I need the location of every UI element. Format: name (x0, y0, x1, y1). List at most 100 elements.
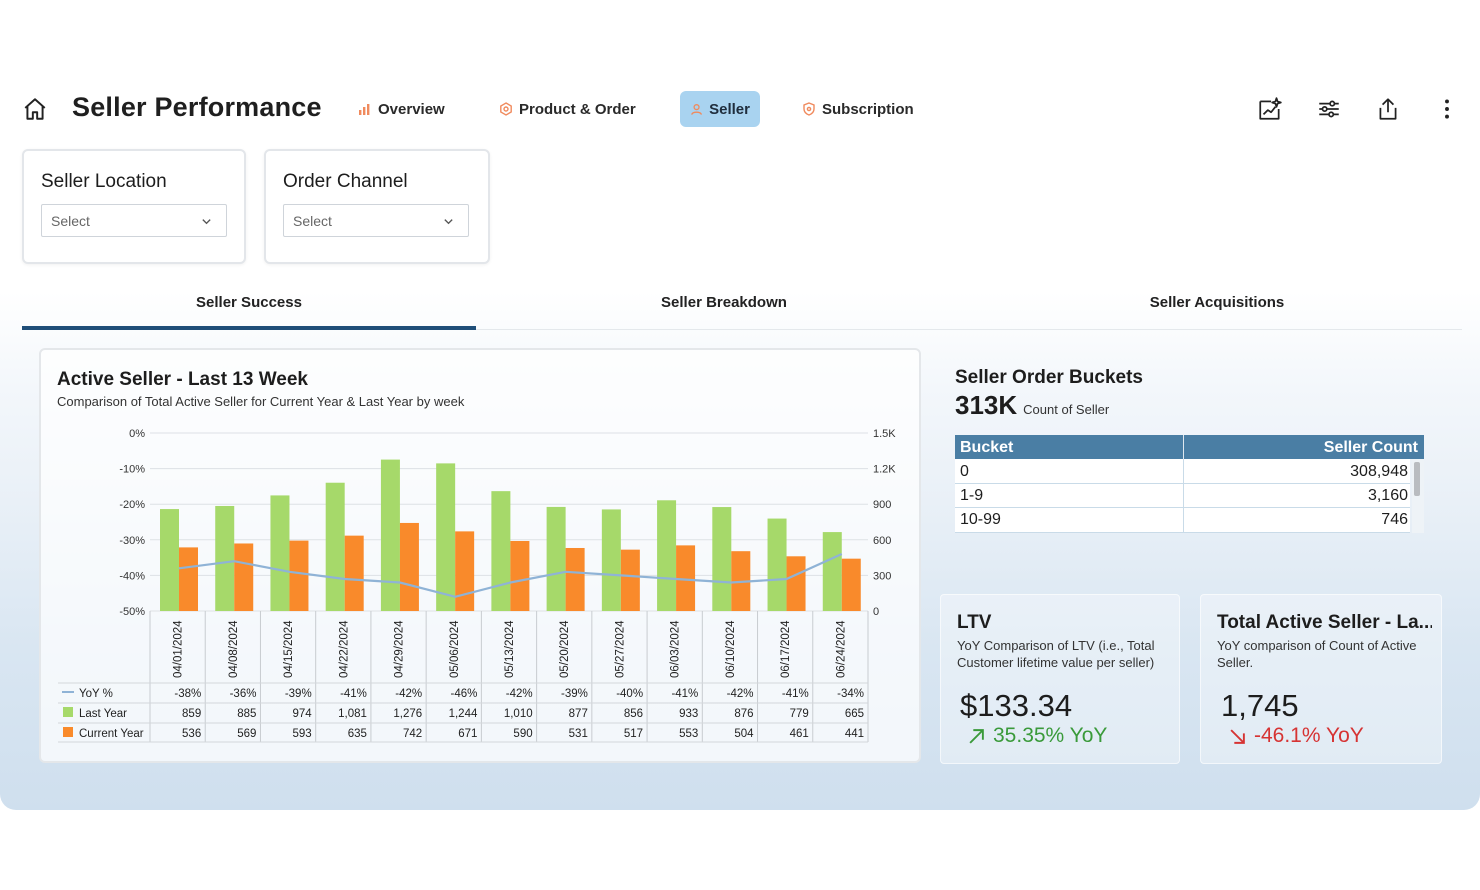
x-tick-label: 05/06/2024 (449, 620, 461, 678)
ltv-value: $133.34 (960, 688, 1073, 723)
bar-last-year (601, 509, 621, 611)
tab-label: Overview (378, 100, 445, 118)
total-active-title: Total Active Seller - La... (1217, 612, 1432, 633)
column-header: Seller Count (1323, 439, 1418, 456)
data-label-yoy: -38% (174, 688, 201, 700)
bar-current-year (786, 556, 806, 611)
yoy-line (178, 552, 843, 598)
data-label-current-year: 504 (734, 728, 754, 740)
legend-swatch-last-year (63, 707, 73, 717)
bucket-cell: 1-9 (960, 487, 984, 504)
bar-current-year (289, 540, 309, 611)
tab-seller-success[interactable]: Seller Success (196, 294, 302, 311)
chart-subtitle: Comparison of Total Active Seller for Cu… (57, 394, 465, 409)
y-left-tick-label: -10% (119, 464, 145, 476)
buckets-table[interactable]: Bucket Seller Count 0 308,948 1-9 3,160 … (955, 435, 1424, 533)
data-label-current-year: 517 (624, 728, 643, 740)
data-label-last-year: 974 (293, 708, 313, 720)
filter-sliders-icon[interactable] (1316, 96, 1342, 122)
filter-title: Order Channel (283, 171, 408, 192)
bucket-cell: 0 (960, 463, 969, 480)
tab-label: Product & Order (519, 100, 636, 118)
bar-last-year (657, 500, 677, 611)
ltv-card (940, 594, 1180, 764)
bar-last-year (712, 507, 732, 611)
tab-seller-acquisitions[interactable]: Seller Acquisitions (1149, 294, 1285, 311)
data-label-current-year: 742 (403, 728, 422, 740)
table-row[interactable]: 1-9 3,160 (955, 484, 1410, 508)
data-label-yoy: -40% (616, 688, 643, 700)
data-label-yoy: -41% (340, 688, 367, 700)
data-label-current-year: 536 (182, 728, 201, 740)
data-label-current-year: 553 (679, 728, 698, 740)
bar-current-year (344, 535, 364, 611)
y-left-tick-label: 0% (129, 428, 145, 440)
bar-last-year (822, 532, 842, 611)
bar-current-year (841, 558, 861, 611)
count-cell: 308,948 (1350, 463, 1408, 480)
x-tick-label: 04/15/2024 (283, 620, 295, 678)
user-icon (691, 104, 702, 115)
data-label-yoy: -39% (561, 688, 588, 700)
tab-overview[interactable]: Overview (348, 91, 455, 127)
bar-last-year (491, 491, 511, 611)
column-header: Bucket (960, 439, 1014, 456)
x-tick-label: 06/03/2024 (670, 620, 682, 678)
data-label-last-year: 859 (182, 708, 201, 720)
buckets-total-value: 313K (955, 390, 1018, 420)
tab-subscription[interactable]: Subscription (792, 91, 924, 127)
data-label-yoy: -39% (285, 688, 312, 700)
legend-label-last-year: Last Year (79, 708, 127, 720)
tab-product-order[interactable]: Product & Order (489, 91, 646, 127)
chevron-down-icon (444, 219, 453, 225)
hexagon-icon (500, 102, 512, 116)
seller-location-select[interactable]: Select (41, 204, 227, 237)
select-value: Select (293, 213, 332, 229)
data-label-current-year: 635 (348, 728, 367, 740)
x-tick-label: 05/13/2024 (504, 620, 516, 678)
arrow-up-right-icon (969, 728, 984, 744)
y-right-tick-label: 0 (873, 606, 879, 618)
arrow-down-right-icon (1230, 728, 1245, 744)
data-label-yoy: -42% (395, 688, 422, 700)
y-left-tick-label: -50% (119, 606, 145, 618)
order-channel-select[interactable]: Select (283, 204, 469, 237)
data-label-last-year: 877 (569, 708, 588, 720)
data-label-last-year: 1,081 (338, 708, 367, 720)
home-icon[interactable] (22, 96, 48, 122)
x-tick-label: 04/29/2024 (394, 620, 406, 678)
table-row[interactable]: 10-99 746 (955, 508, 1410, 533)
bar-chart-icon (359, 104, 370, 115)
ltv-subtitle: YoY Comparison of LTV (i.e., Total Custo… (957, 638, 1155, 670)
total-active-seller-card (1200, 594, 1442, 764)
y-left-tick-label: -40% (119, 570, 145, 582)
data-label-yoy: -42% (727, 688, 754, 700)
chart-title: Active Seller - Last 13 Week (57, 369, 308, 390)
total-active-subtitle: YoY comparison of Count of Active Seller… (1217, 638, 1417, 670)
ltv-delta-text: 35.35% YoY (993, 724, 1108, 747)
table-row[interactable]: 0 308,948 (955, 459, 1410, 484)
bar-last-year (767, 518, 787, 611)
table-scrollbar[interactable] (1412, 459, 1424, 533)
x-tick-label: 04/22/2024 (338, 620, 350, 678)
data-label-last-year: 933 (679, 708, 698, 720)
data-label-current-year: 441 (845, 728, 864, 740)
more-vertical-icon[interactable] (1434, 96, 1460, 122)
scrollbar-thumb[interactable] (1414, 462, 1420, 496)
data-label-last-year: 885 (237, 708, 256, 720)
ltv-delta: 35.35% YoY (968, 724, 1107, 748)
filter-title: Seller Location (41, 171, 167, 192)
share-icon[interactable] (1375, 96, 1401, 122)
tab-seller[interactable]: Seller (680, 91, 760, 127)
bar-current-year (510, 540, 530, 611)
bar-current-year (399, 522, 419, 611)
active-tab-indicator (22, 326, 476, 330)
legend-label-current-year: Current Year (79, 728, 144, 740)
bar-last-year (380, 459, 400, 611)
bar-current-year (179, 547, 198, 611)
bar-current-year (234, 543, 254, 611)
bar-last-year (436, 463, 456, 611)
ai-chart-icon[interactable] (1257, 96, 1283, 122)
x-tick-label: 06/10/2024 (725, 620, 737, 678)
tab-seller-breakdown[interactable]: Seller Breakdown (661, 294, 787, 311)
